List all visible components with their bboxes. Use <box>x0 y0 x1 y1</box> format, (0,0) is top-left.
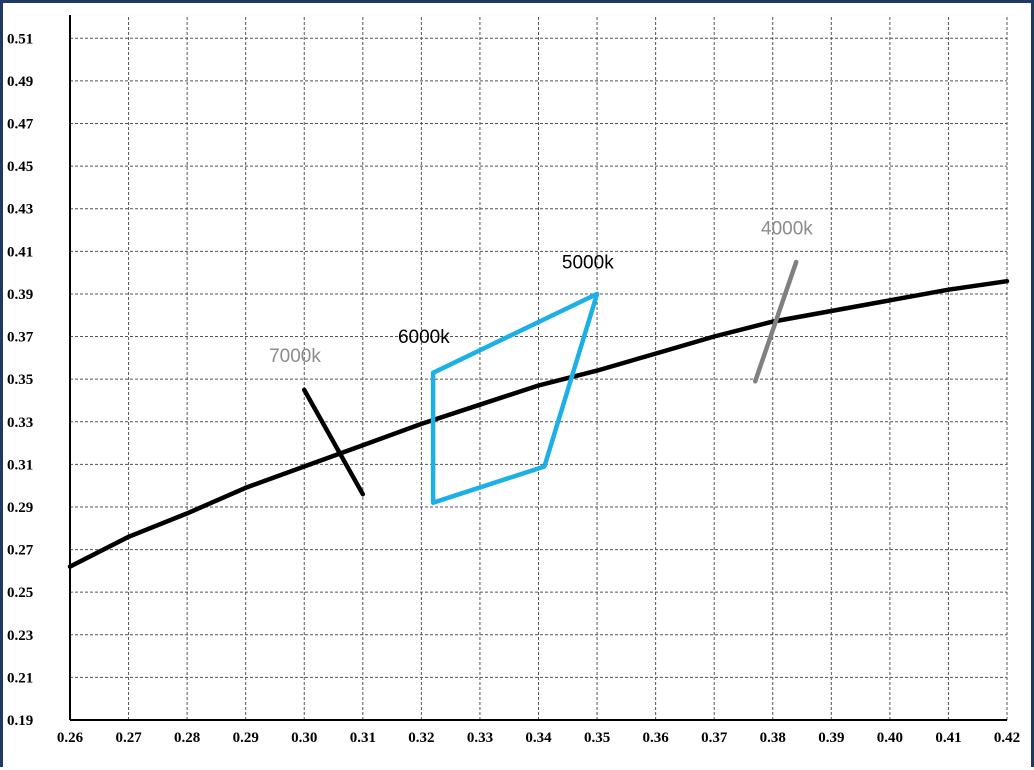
x-tick-label: 0.41 <box>935 730 961 746</box>
x-tick-label: 0.32 <box>408 730 434 746</box>
x-tick-label: 0.39 <box>818 730 844 746</box>
x-tick-label: 0.27 <box>115 730 142 746</box>
isotherm-segment-3 <box>752 259 799 384</box>
x-tick-label: 0.31 <box>350 730 376 746</box>
chart-svg: 0.26 0.27 0.28 0.29 0.30 0.31 0.32 0.33 0.34 0.35… <box>7 15 1020 746</box>
x-tick-label: 0.35 <box>584 730 610 746</box>
annotation-label: 5000k <box>562 252 614 273</box>
y-tick-label: 0.41 <box>7 244 33 260</box>
x-tick-label: 0.40 <box>877 730 903 746</box>
y-tick-label: 0.19 <box>7 713 33 729</box>
boundary-polygon <box>430 291 600 505</box>
y-tick-label: 0.49 <box>7 74 33 90</box>
x-tick-label: 0.38 <box>760 730 786 746</box>
y-tick-label: 0.31 <box>7 457 33 473</box>
x-tick-label: 0.33 <box>467 730 493 746</box>
x-tick-label: 0.28 <box>174 730 200 746</box>
locus-curve-line <box>67 278 1010 569</box>
x-tick-label: 0.37 <box>701 730 728 746</box>
x-tick-label: 0.26 <box>57 730 84 746</box>
y-tick-label: 0.51 <box>7 31 33 47</box>
annotation-layer: 7000k 6000k 5000k 4000k <box>269 218 813 367</box>
y-tick-label: 0.29 <box>7 500 33 516</box>
y-tick-label: 0.43 <box>7 202 33 218</box>
tick-labels: 0.26 0.27 0.28 0.29 0.30 0.31 0.32 0.33 0.34 0.35… <box>7 31 1020 746</box>
y-tick-label: 0.23 <box>7 628 33 644</box>
y-tick-label: 0.27 <box>7 543 34 559</box>
x-tick-label: 0.29 <box>233 730 259 746</box>
annotation-label: 4000k <box>761 218 813 239</box>
y-tick-label: 0.47 <box>7 117 34 133</box>
y-tick-label: 0.33 <box>7 415 33 431</box>
y-tick-label: 0.45 <box>7 159 33 175</box>
y-tick-label: 0.21 <box>7 670 33 686</box>
x-tick-label: 0.42 <box>994 730 1020 746</box>
annotation-label: 6000k <box>398 327 450 348</box>
y-tick-label: 0.25 <box>7 585 33 601</box>
series-layer <box>67 259 1010 569</box>
y-tick-label: 0.37 <box>7 330 34 346</box>
x-tick-label: 0.30 <box>291 730 317 746</box>
y-tick-label: 0.39 <box>7 287 33 303</box>
axis-layer <box>69 15 1007 721</box>
x-tick-label: 0.34 <box>525 730 552 746</box>
isotherm-segment-1 <box>301 387 366 497</box>
x-tick-label: 0.36 <box>643 730 670 746</box>
grid-layer <box>70 17 1008 720</box>
y-tick-label: 0.35 <box>7 372 33 388</box>
annotation-label: 7000k <box>269 346 321 367</box>
